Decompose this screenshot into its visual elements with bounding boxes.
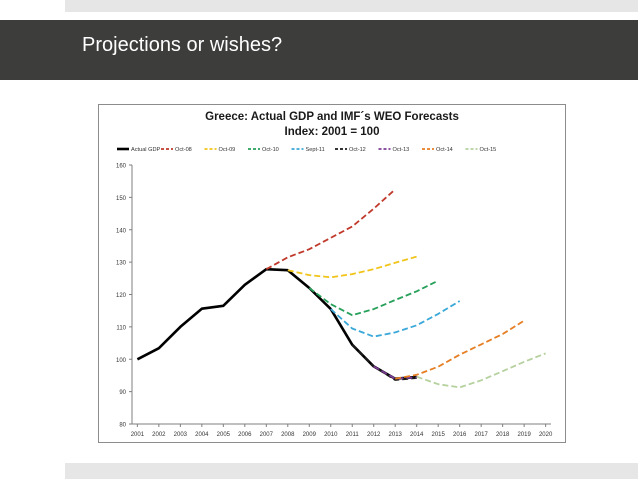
y-tick-label: 120 — [116, 293, 127, 299]
series-line-oct-09 — [287, 255, 417, 279]
x-tick-label: 2019 — [517, 432, 531, 438]
x-tick-label: 2007 — [260, 432, 274, 438]
x-tick-label: 2014 — [410, 432, 424, 438]
x-tick-label: 2011 — [346, 432, 360, 438]
x-tick-label: 2015 — [432, 432, 446, 438]
y-tick-label: 160 — [116, 164, 127, 170]
series-line-sept-11 — [330, 300, 461, 338]
legend-entry-label: Oct-15 — [480, 147, 497, 153]
chart-series — [136, 188, 546, 389]
slide-title: Projections or wishes? — [82, 34, 283, 56]
x-tick-label: 2001 — [131, 432, 145, 438]
legend-entry-label: Oct-10 — [262, 147, 279, 153]
legend-entry-label: Oct-09 — [219, 147, 236, 153]
x-tick-label: 2020 — [539, 432, 553, 438]
chart-frame: Greece: Actual GDP and IMF´s WEO Forecas… — [98, 104, 566, 443]
series-line-oct-14 — [395, 319, 525, 380]
series-line-oct-12 — [351, 344, 417, 381]
legend-entry-label: Oct-12 — [349, 147, 366, 153]
series-line-oct-13 — [373, 365, 417, 380]
x-tick-label: 2003 — [174, 432, 188, 438]
legend-entry-label: Actual GDP — [131, 147, 160, 153]
x-tick-label: 2005 — [217, 432, 231, 438]
y-tick-label: 80 — [119, 423, 126, 429]
chart-title: Greece: Actual GDP and IMF´s WEO Forecas… — [205, 111, 459, 123]
x-tick-label: 2012 — [367, 432, 381, 438]
y-tick-label: 130 — [116, 261, 127, 267]
x-tick-label: 2002 — [152, 432, 166, 438]
series-line-oct-10 — [308, 279, 439, 317]
y-tick-label: 150 — [116, 196, 127, 202]
legend-entry-label: Oct-08 — [175, 147, 192, 153]
gdp-forecast-chart: Greece: Actual GDP and IMF´s WEO Forecas… — [116, 111, 553, 439]
title-bar — [0, 20, 638, 80]
legend-entry-label: Oct-13 — [393, 147, 410, 153]
x-tick-label: 2009 — [303, 432, 317, 438]
x-tick-label: 2013 — [389, 432, 403, 438]
x-tick-label: 2018 — [496, 432, 510, 438]
chart-legend: Actual GDP Oct-08 Oct-09 Oct-10 Sept-11 Oct-1… — [117, 147, 496, 153]
y-tick-label: 90 — [119, 390, 126, 396]
x-tick-label: 2004 — [195, 432, 209, 438]
chart-axes: 80 90 100 110 120 130 140 150 160 2001 2002 2003 200… — [116, 164, 553, 439]
series-line-oct-15 — [416, 352, 546, 389]
series-line-oct-08 — [265, 188, 396, 270]
bottom-decor-stripe — [65, 463, 638, 479]
x-tick-label: 2010 — [324, 432, 338, 438]
x-tick-label: 2016 — [453, 432, 467, 438]
x-tick-label: 2017 — [474, 432, 488, 438]
y-tick-label: 110 — [116, 325, 126, 331]
chart-subtitle: Index: 2001 = 100 — [285, 126, 380, 138]
legend-entry-label: Oct-14 — [436, 147, 453, 153]
top-decor-stripe — [65, 0, 638, 12]
series-line-actual-gdp — [136, 267, 417, 381]
x-tick-label: 2008 — [281, 432, 295, 438]
x-tick-label: 2006 — [238, 432, 252, 438]
y-tick-label: 100 — [116, 358, 127, 364]
y-tick-label: 140 — [116, 228, 127, 234]
legend-entry-label: Sept-11 — [306, 147, 325, 153]
